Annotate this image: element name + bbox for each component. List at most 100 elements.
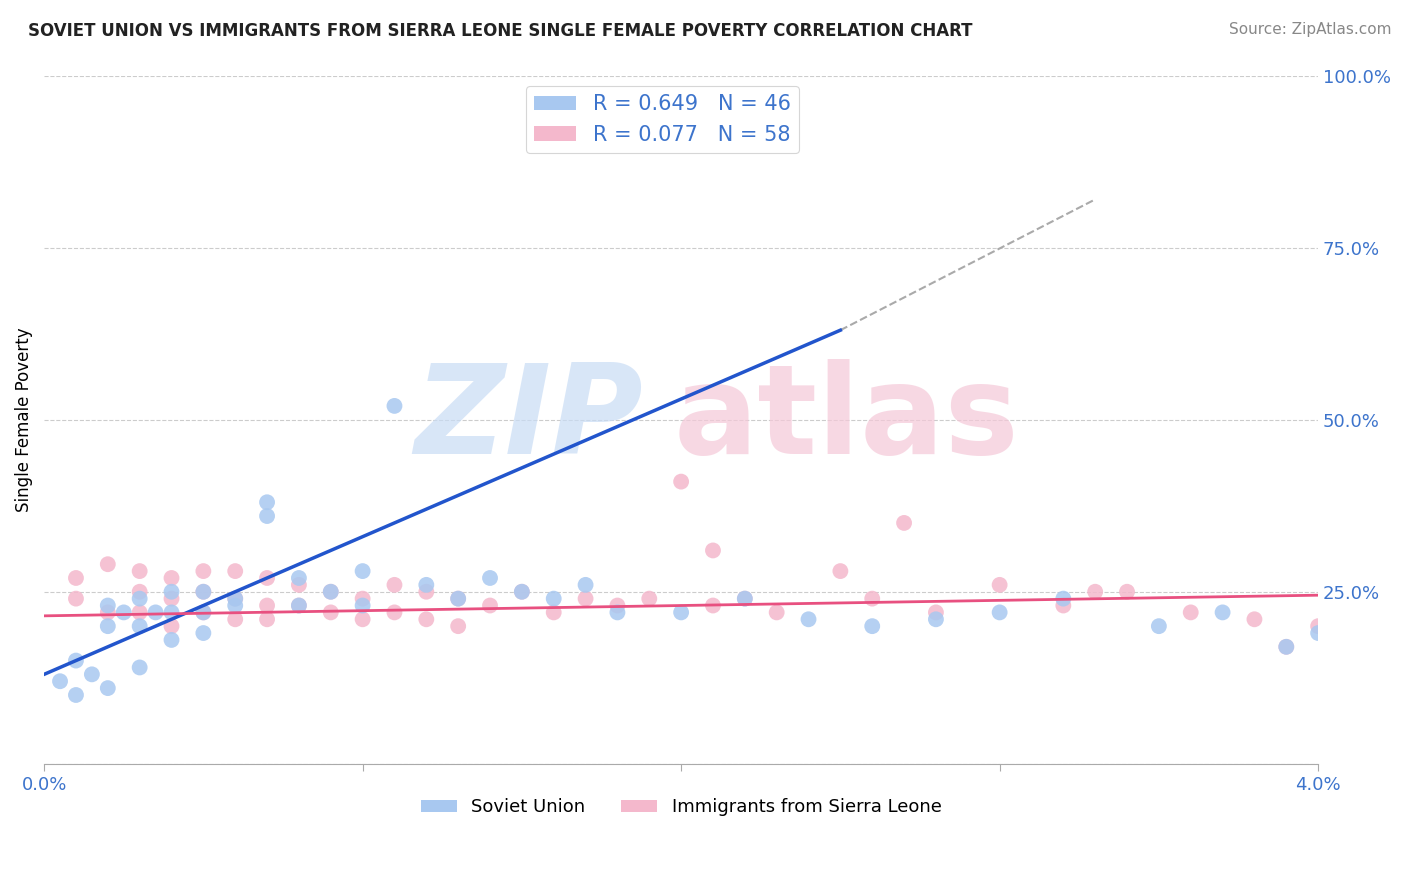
Point [288, 599, 311, 613]
Point [193, 584, 215, 599]
Point [669, 606, 692, 620]
Point [319, 584, 342, 599]
Point [288, 599, 311, 613]
Point [574, 591, 596, 606]
Point [1308, 619, 1330, 633]
Point [224, 564, 246, 578]
Point [415, 584, 437, 599]
Point [49, 674, 72, 689]
Point [702, 543, 724, 558]
Point [288, 571, 311, 585]
Point [224, 612, 246, 626]
Point [1243, 612, 1265, 626]
Point [128, 660, 150, 674]
Legend: Soviet Union, Immigrants from Sierra Leone: Soviet Union, Immigrants from Sierra Leo… [413, 791, 949, 823]
Point [606, 599, 628, 613]
Point [160, 606, 183, 620]
Point [510, 584, 533, 599]
Point [97, 606, 120, 620]
Point [1147, 619, 1170, 633]
Point [384, 399, 406, 413]
Point [193, 626, 215, 640]
Point [765, 606, 787, 620]
Point [256, 612, 278, 626]
Point [160, 619, 183, 633]
Point [988, 578, 1011, 592]
Point [352, 599, 374, 613]
Point [1052, 599, 1074, 613]
Point [128, 564, 150, 578]
Point [65, 688, 87, 702]
Point [860, 619, 883, 633]
Point [97, 558, 120, 572]
Point [574, 578, 596, 592]
Point [160, 584, 183, 599]
Point [319, 606, 342, 620]
Point [193, 584, 215, 599]
Point [97, 599, 120, 613]
Text: atlas: atlas [673, 359, 1019, 480]
Point [80, 667, 103, 681]
Point [1339, 385, 1361, 400]
Point [1084, 584, 1107, 599]
Point [447, 619, 470, 633]
Point [734, 591, 756, 606]
Point [1180, 606, 1202, 620]
Point [925, 612, 948, 626]
Point [543, 591, 565, 606]
Text: SOVIET UNION VS IMMIGRANTS FROM SIERRA LEONE SINGLE FEMALE POVERTY CORRELATION C: SOVIET UNION VS IMMIGRANTS FROM SIERRA L… [28, 22, 973, 40]
Point [112, 606, 135, 620]
Point [893, 516, 915, 530]
Point [160, 632, 183, 647]
Point [319, 584, 342, 599]
Point [925, 606, 948, 620]
Point [415, 612, 437, 626]
Point [128, 584, 150, 599]
Point [479, 571, 502, 585]
Point [256, 509, 278, 524]
Point [97, 681, 120, 695]
Point [702, 599, 724, 613]
Point [1116, 584, 1139, 599]
Point [128, 591, 150, 606]
Point [415, 578, 437, 592]
Point [606, 606, 628, 620]
Point [193, 606, 215, 620]
Point [1308, 626, 1330, 640]
Point [65, 571, 87, 585]
Point [65, 654, 87, 668]
Point [384, 606, 406, 620]
Text: ZIP: ZIP [413, 359, 643, 480]
Point [193, 606, 215, 620]
Point [543, 606, 565, 620]
Point [447, 591, 470, 606]
Point [128, 606, 150, 620]
Point [256, 495, 278, 509]
Point [830, 564, 852, 578]
Point [638, 591, 661, 606]
Point [1371, 606, 1393, 620]
Point [256, 599, 278, 613]
Point [160, 571, 183, 585]
Point [988, 606, 1011, 620]
Point [797, 612, 820, 626]
Point [160, 591, 183, 606]
Point [1052, 591, 1074, 606]
Point [145, 606, 167, 620]
Point [384, 578, 406, 592]
Point [860, 591, 883, 606]
Point [447, 591, 470, 606]
Point [352, 591, 374, 606]
Point [224, 599, 246, 613]
Point [288, 578, 311, 592]
Point [224, 591, 246, 606]
Point [193, 564, 215, 578]
Point [65, 591, 87, 606]
Point [479, 599, 502, 613]
Point [224, 591, 246, 606]
Point [669, 475, 692, 489]
Point [128, 619, 150, 633]
Point [510, 584, 533, 599]
Point [1275, 640, 1298, 654]
Point [256, 571, 278, 585]
